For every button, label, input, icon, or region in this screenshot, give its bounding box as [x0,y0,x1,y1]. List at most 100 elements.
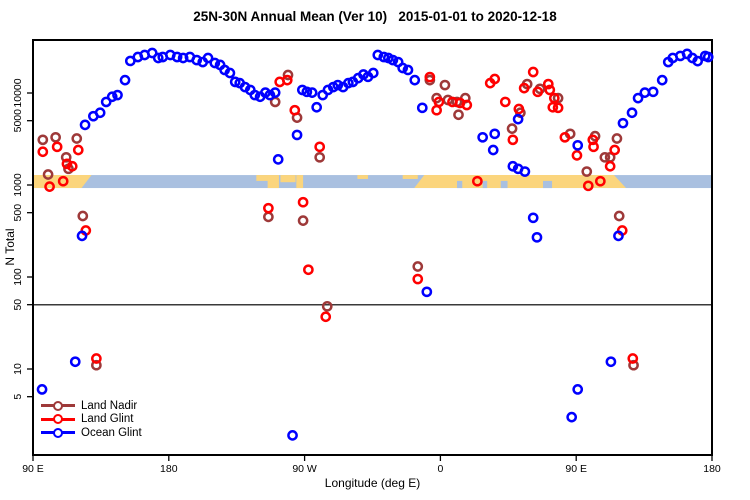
point-land-glint [66,160,78,172]
ocean-notch [482,180,488,189]
point-ocean-glint [106,91,118,103]
legend-item-ocean-glint: Ocean Glint [41,426,142,440]
point-land-glint [499,96,511,108]
point-land-glint [588,141,599,153]
point-ocean-glint [119,74,131,86]
point-land-nadir [506,123,518,134]
legend-item-land-glint: Land Glint [41,413,142,427]
point-land-glint [433,96,445,108]
point-ocean-glint [287,430,298,441]
point-ocean-glint [291,129,303,141]
point-land-nadir [552,92,564,104]
point-ocean-glint [512,113,524,125]
land-strip-segment [414,175,626,189]
point-land-nadir [60,151,72,163]
point-land-nadir [599,151,611,163]
point-ocean-glint [100,96,112,108]
point-ocean-glint [702,51,714,63]
point-ocean-glint [656,74,668,86]
point-land-glint [320,311,332,323]
point-land-glint [532,86,544,98]
point-land-glint [461,99,473,111]
point-land-glint [91,353,102,364]
point-land-glint [582,180,594,192]
point-land-glint [289,104,301,116]
point-ocean-glint [647,86,659,98]
point-land-nadir [42,169,54,180]
y-tick-label: 500 [12,204,24,222]
point-ocean-glint [171,51,183,63]
chart-title: 25N-30N Annual Mean (Ver 10) 2015-01-01 … [193,9,557,24]
y-tick-label: 10000 [12,78,24,107]
point-land-nadir [439,79,451,91]
ocean-notch [456,180,463,189]
point-land-nadir [628,359,639,371]
point-ocean-glint [409,74,421,86]
point-land-glint [552,102,564,114]
legend-label: Land Nadir [81,399,138,412]
point-land-nadir [314,151,326,163]
point-ocean-glint [272,154,284,165]
point-ocean-glint [527,212,539,224]
point-ocean-glint [332,79,344,91]
ocean-notch [543,180,553,189]
point-land-glint [507,134,519,146]
point-ocean-glint [36,384,48,395]
point-ocean-glint [229,76,241,88]
point-ocean-glint [269,87,281,98]
point-ocean-glint [402,64,414,76]
point-land-nadir [453,109,464,121]
point-land-glint [281,74,293,86]
point-ocean-glint [566,411,578,423]
point-land-nadir [263,211,274,223]
point-ocean-glint [69,356,81,368]
point-land-nadir [611,133,623,144]
point-land-glint [544,84,556,96]
x-tick-label: 0 [437,463,443,475]
point-ocean-glint [249,89,261,101]
point-ocean-glint [572,384,584,395]
point-ocean-glint [79,119,91,131]
point-ocean-glint [617,117,629,129]
land-strip-segment [267,175,279,189]
point-ocean-glint [692,55,704,67]
x-tick-label: 180 [160,463,178,475]
point-land-glint [61,158,73,170]
point-ocean-glint [639,87,651,98]
point-ocean-glint [372,49,384,61]
point-land-nadir [50,131,61,143]
point-land-nadir [412,261,424,272]
point-land-glint [594,175,606,187]
y-tick-label: 5000 [12,109,24,133]
point-land-glint [314,141,326,153]
x-tick-label: 90 E [22,463,44,475]
point-land-glint [37,146,49,158]
point-ocean-glint [209,57,221,69]
point-ocean-glint [146,47,158,59]
ocean-glint-marker-icon [41,427,75,439]
point-ocean-glint [264,89,276,101]
point-land-glint [513,103,525,115]
point-ocean-glint [191,54,203,66]
point-land-nadir [282,69,294,81]
point-ocean-glint [202,52,214,64]
point-ocean-glint [343,77,354,89]
point-land-nadir [581,166,593,177]
point-land-nadir [71,133,83,144]
point-ocean-glint [112,89,123,101]
point-land-glint [297,196,309,208]
point-land-glint [51,141,63,153]
point-land-glint [489,73,501,85]
land-strip-segment [357,175,368,179]
point-ocean-glint [152,52,164,64]
point-land-glint [263,202,274,214]
land-strip-segment [296,175,304,189]
point-land-glint [303,264,314,276]
point-land-nadir [37,134,49,146]
point-land-glint [571,150,583,161]
x-axis-title: Longitude (deg E) [324,476,421,490]
land-strip-segment [280,175,296,183]
x-tick-label: 180 [703,463,721,475]
